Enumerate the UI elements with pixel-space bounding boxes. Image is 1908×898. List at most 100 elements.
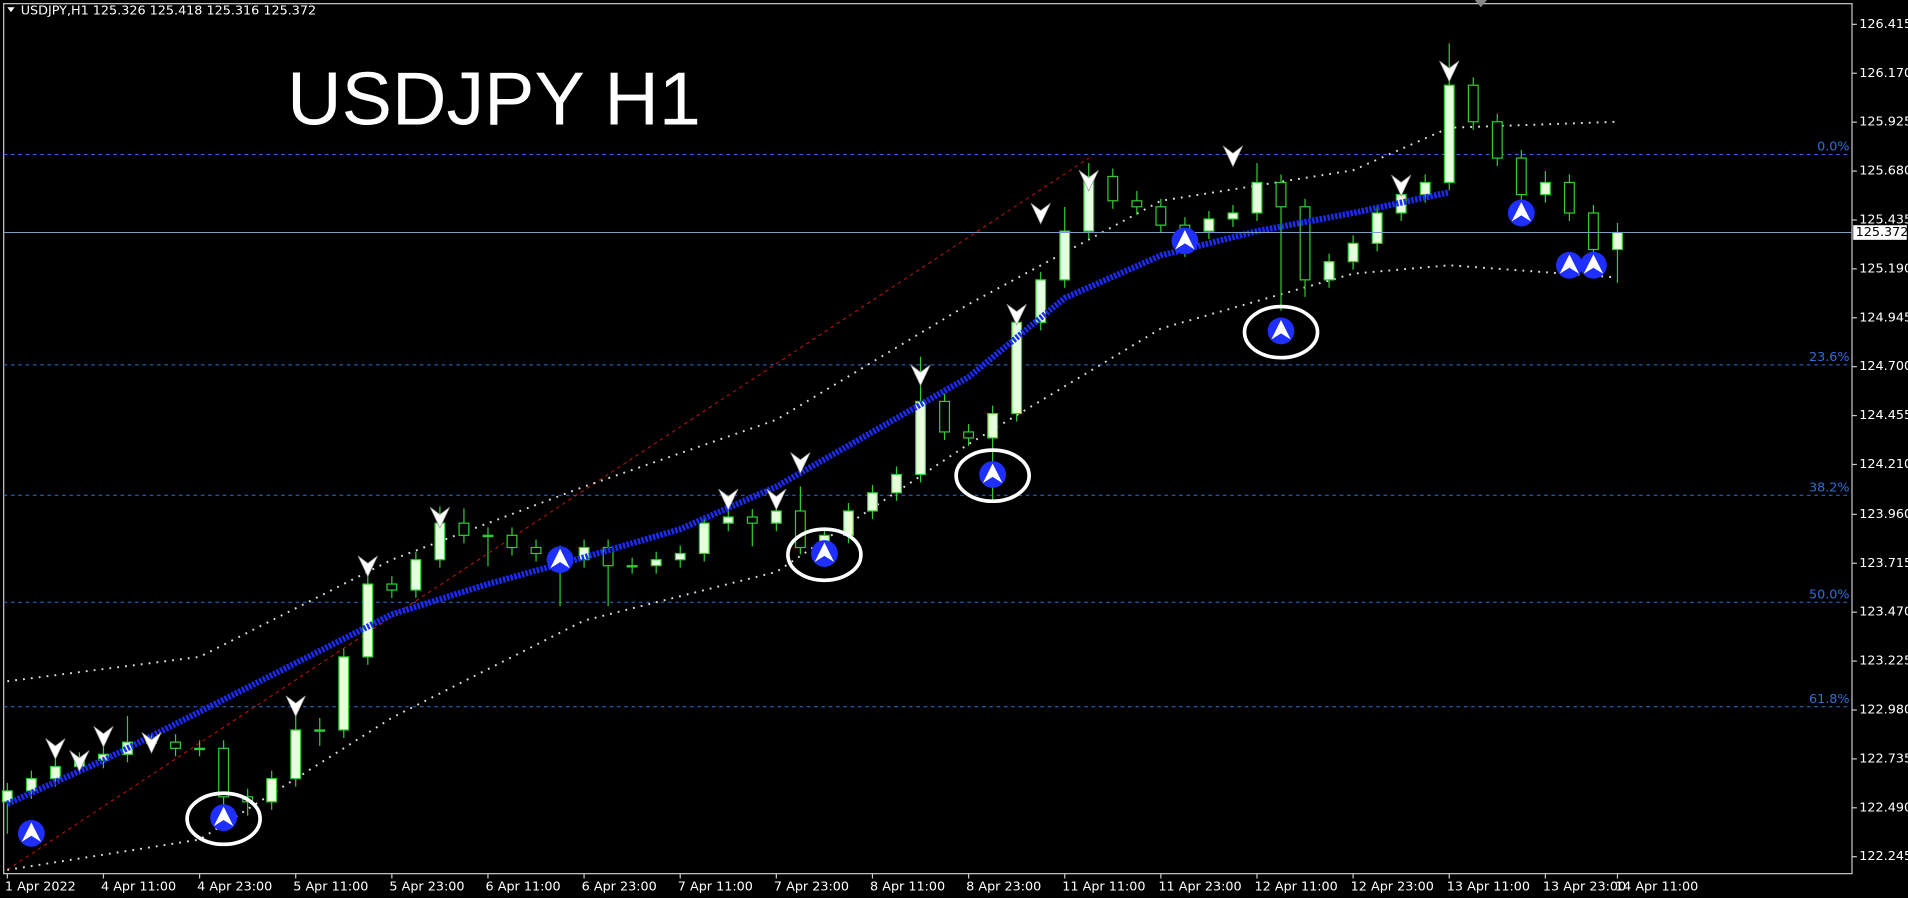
candle-body xyxy=(1323,261,1335,281)
buy-signal xyxy=(185,791,262,847)
candle-body xyxy=(1347,242,1359,263)
candle-body xyxy=(290,729,302,780)
y-tick-label: 124.700 xyxy=(1859,359,1908,374)
candle-body xyxy=(1107,175,1119,202)
candle-body xyxy=(987,412,999,439)
y-tick-label: 124.945 xyxy=(1859,310,1908,325)
upper-band xyxy=(7,120,1618,683)
candle-body xyxy=(1203,218,1215,232)
fib-label: 0.0% xyxy=(1817,140,1849,155)
buy-signal xyxy=(17,819,45,847)
candle-body xyxy=(1587,212,1599,251)
candle-body xyxy=(1467,84,1479,123)
candle-body xyxy=(1419,181,1431,196)
y-tick-label: 122.245 xyxy=(1859,849,1908,864)
sell-arrow xyxy=(45,738,66,761)
fib-label: 50.0% xyxy=(1809,587,1850,602)
price-label: 125.372 xyxy=(1856,225,1908,240)
x-tick-label: 14 Apr 11:00 xyxy=(1615,880,1698,895)
highlight-ring xyxy=(185,791,262,847)
candle-body xyxy=(506,534,518,549)
highlight-ring xyxy=(1242,304,1320,360)
x-tick-label: 4 Apr 11:00 xyxy=(101,880,176,895)
x-tick-label: 13 Apr 11:00 xyxy=(1447,880,1530,895)
x-tick-label: 13 Apr 23:00 xyxy=(1543,880,1626,895)
candle-body xyxy=(1035,279,1047,323)
candle-body xyxy=(1611,231,1623,251)
x-tick-label: 11 Apr 23:00 xyxy=(1158,880,1241,895)
y-tick-label: 122.735 xyxy=(1859,751,1908,766)
candle-body xyxy=(1515,157,1527,196)
x-tick-label: 7 Apr 11:00 xyxy=(678,880,753,895)
candle-body xyxy=(770,510,782,524)
buy-arrow xyxy=(982,463,1003,483)
price-label-box xyxy=(1853,225,1907,240)
sell-arrow xyxy=(69,750,90,773)
sell-arrow xyxy=(429,506,450,529)
buy-arrow xyxy=(550,548,570,569)
buy-signal xyxy=(1580,251,1607,279)
candle-body xyxy=(1563,181,1575,214)
y-tick-label: 126.415 xyxy=(1859,17,1908,32)
fib-label: 23.6% xyxy=(1809,350,1850,365)
buy-arrow xyxy=(1583,254,1604,274)
menu-triangle[interactable] xyxy=(7,7,15,13)
candle-body xyxy=(530,546,542,555)
y-tick-label: 126.170 xyxy=(1859,66,1908,81)
candle-body xyxy=(49,765,61,780)
candle-body xyxy=(963,431,975,439)
buy-signal xyxy=(1242,304,1320,360)
y-tick-label: 123.960 xyxy=(1859,507,1908,522)
y-tick-label: 125.190 xyxy=(1859,261,1908,276)
buy-signal xyxy=(954,448,1031,504)
highlight-ring xyxy=(786,527,863,583)
buy-arrow xyxy=(213,806,234,827)
candle-body xyxy=(650,559,662,567)
shift-marker xyxy=(1474,0,1487,8)
x-tick-label: 5 Apr 23:00 xyxy=(389,880,464,895)
x-tick-label: 6 Apr 23:00 xyxy=(582,880,657,895)
candle-body xyxy=(170,741,182,749)
sell-arrow xyxy=(766,488,787,511)
candle-body xyxy=(674,552,686,561)
x-tick-label: 7 Apr 23:00 xyxy=(774,880,849,895)
y-tick-label: 125.680 xyxy=(1859,164,1908,179)
buy-arrow xyxy=(1559,254,1580,274)
x-tick-label: 8 Apr 11:00 xyxy=(870,880,945,895)
buy-arrow xyxy=(1175,229,1195,250)
candle-body xyxy=(939,400,951,433)
y-tick-label: 124.210 xyxy=(1859,457,1908,472)
candle-body xyxy=(458,522,470,536)
candle-body xyxy=(482,534,494,538)
buy-signal xyxy=(1171,227,1199,255)
sell-arrow xyxy=(93,726,114,748)
candle-body xyxy=(1083,175,1095,232)
candle-body xyxy=(410,559,422,591)
highlight-ring xyxy=(954,448,1031,504)
x-tick-label: 8 Apr 23:00 xyxy=(966,880,1041,895)
y-tick-label: 123.470 xyxy=(1859,605,1908,620)
fib-label: 38.2% xyxy=(1809,480,1850,495)
sell-arrow xyxy=(1006,303,1027,326)
candle-body xyxy=(1059,230,1071,281)
candle-body xyxy=(1155,206,1167,226)
sell-arrow xyxy=(285,695,306,718)
y-tick-label: 124.455 xyxy=(1859,408,1908,423)
candle-body xyxy=(218,747,230,798)
candle-body xyxy=(1131,200,1143,208)
candle-body xyxy=(1443,84,1455,184)
buy-arrow xyxy=(1511,202,1532,222)
candle-body xyxy=(746,516,758,524)
candle-body xyxy=(915,400,927,476)
buy-arrow xyxy=(814,542,835,563)
candle-body xyxy=(386,583,398,591)
plot-frame xyxy=(3,3,1853,875)
sell-arrow xyxy=(790,452,811,475)
buy-signal xyxy=(1507,199,1535,227)
buy-signal xyxy=(1556,251,1583,279)
sell-arrow xyxy=(1222,145,1244,168)
x-tick-label: 12 Apr 11:00 xyxy=(1255,880,1338,895)
sell-arrow xyxy=(1078,170,1099,192)
